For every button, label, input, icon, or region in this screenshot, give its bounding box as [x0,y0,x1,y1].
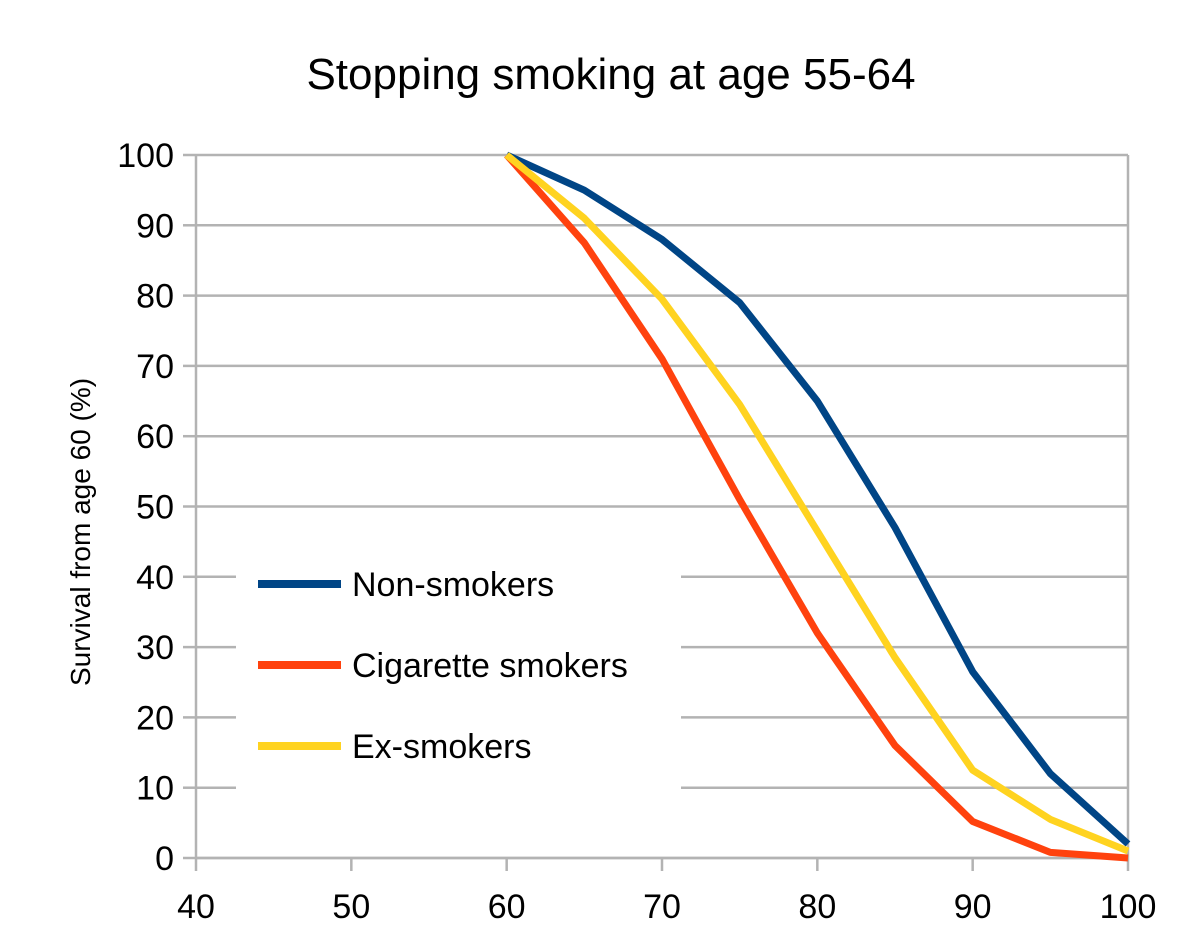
y-tick-label-0: 0 [155,840,174,878]
legend-label-non-smokers: Non-smokers [352,566,554,604]
x-tick-label-100: 100 [1100,888,1157,926]
y-tick-label-50: 50 [136,489,174,527]
y-tick-label-40: 40 [136,559,174,597]
y-tick-label-100: 100 [117,137,174,175]
x-tick-label-50: 50 [332,888,370,926]
legend-label-cigarette-smokers: Cigarette smokers [352,647,628,685]
y-tick-label-60: 60 [136,418,174,456]
axes-layer: 0 10 20 30 40 50 60 70 80 90 100 40 50 60 70 80 90 100 [117,137,1156,926]
y-tick-label-80: 80 [136,278,174,316]
series-layer [504,151,1131,862]
y-tick-label-70: 70 [136,348,174,386]
y-axis-label: Survival from age 60 (%) [65,378,96,686]
x-tick-label-80: 80 [798,888,836,926]
x-tick-label-70: 70 [643,888,681,926]
y-tick-label-90: 90 [136,207,174,245]
y-tick-label-30: 30 [136,629,174,667]
y-tick-label-10: 10 [136,770,174,808]
legend: Non-smokers Cigarette smokers Ex-smokers [236,538,681,792]
labels-layer: Stopping smoking at age 55-64 Survival f… [65,50,916,686]
legend-label-ex-smokers: Ex-smokers [352,728,531,766]
x-tick-label-90: 90 [954,888,992,926]
y-tick-label-20: 20 [136,699,174,737]
x-tick-label-60: 60 [488,888,526,926]
chart-title: Stopping smoking at age 55-64 [306,50,915,99]
x-tick-label-40: 40 [177,888,215,926]
